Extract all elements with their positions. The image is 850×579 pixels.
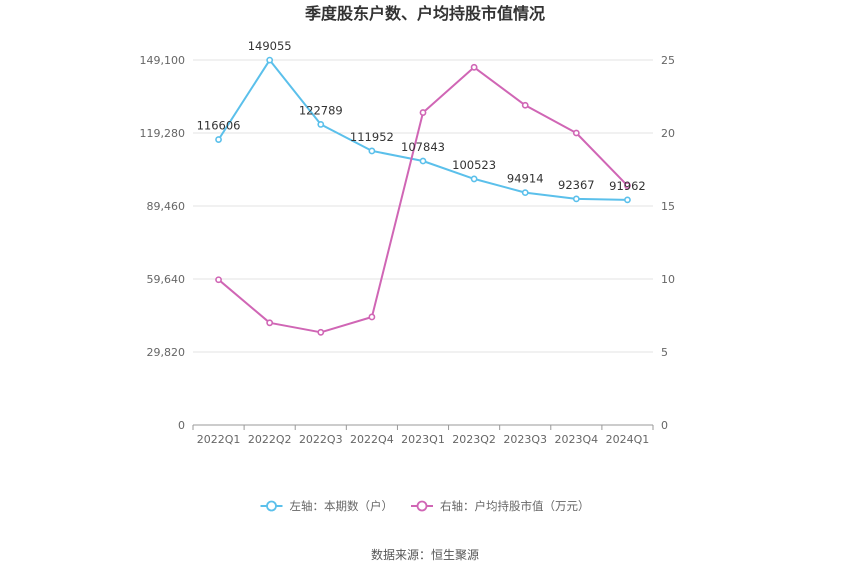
data-point[interactable] — [368, 147, 376, 155]
data-point[interactable] — [368, 313, 376, 321]
x-tick-label: 2023Q3 — [503, 433, 547, 446]
data-point[interactable] — [470, 175, 478, 183]
right-tick-label: 25 — [661, 54, 675, 67]
right-tick-label: 5 — [661, 346, 668, 359]
data-label: 122789 — [299, 103, 343, 117]
data-label: 92367 — [558, 178, 595, 192]
source-note: 数据来源：恒生聚源 — [371, 547, 479, 562]
data-point[interactable] — [317, 121, 325, 128]
legend-swatch-marker — [266, 500, 277, 512]
chart-title: 季度股东户数、户均持股市值情况 — [304, 4, 545, 23]
left-tick-label: 0 — [178, 419, 185, 432]
x-tick-label: 2024Q1 — [606, 433, 650, 446]
right-tick-label: 20 — [661, 127, 675, 140]
data-point[interactable] — [624, 182, 631, 189]
data-label: 149055 — [248, 39, 292, 53]
data-point[interactable] — [572, 195, 580, 203]
x-tick-label: 2023Q4 — [555, 433, 599, 446]
series-line-right — [217, 66, 629, 334]
legend-item[interactable]: 右轴：户均持股市值（万元） — [411, 499, 590, 513]
grid-lines — [193, 59, 653, 353]
x-tick-label: 2022Q1 — [197, 433, 241, 446]
x-tick-label: 2022Q4 — [350, 433, 394, 446]
data-point[interactable] — [419, 157, 427, 165]
data-label: 116606 — [197, 119, 241, 133]
left-tick-label: 89,460 — [147, 200, 186, 213]
left-tick-label: 119,280 — [140, 127, 186, 140]
right-tick-label: 0 — [661, 419, 668, 432]
data-label: 107843 — [401, 140, 445, 154]
right-tick-label: 10 — [661, 273, 675, 286]
left-tick-label: 29,820 — [147, 346, 186, 359]
data-point[interactable] — [317, 328, 325, 336]
data-point[interactable] — [266, 319, 274, 327]
x-tick-label: 2022Q2 — [248, 433, 292, 446]
axes: 0 29,820 59,640 89,460 119,280 149,100 0 5 10 15 2… — [140, 54, 676, 446]
series-layer — [215, 56, 631, 336]
data-point[interactable] — [470, 63, 478, 71]
x-tick-label: 2022Q3 — [299, 433, 343, 446]
x-tick-label: 2023Q2 — [452, 433, 496, 446]
x-tick-label: 2023Q1 — [401, 433, 445, 446]
legend-label: 左轴：本期数（户） — [290, 499, 394, 513]
data-point[interactable] — [521, 101, 529, 109]
data-point[interactable] — [266, 56, 274, 64]
data-label: 111952 — [350, 130, 394, 144]
legend[interactable]: 左轴：本期数（户） 右轴：户均持股市值（万元） — [260, 499, 590, 513]
data-point[interactable] — [215, 136, 222, 143]
legend-label: 右轴：户均持股市值（万元） — [440, 499, 590, 513]
data-label: 100523 — [452, 158, 496, 172]
data-label: 94914 — [507, 172, 544, 186]
data-point[interactable] — [624, 196, 631, 204]
data-point[interactable] — [419, 109, 427, 116]
legend-swatch-marker — [416, 500, 428, 512]
data-point[interactable] — [215, 276, 222, 284]
data-point[interactable] — [572, 129, 580, 137]
left-tick-label: 149,100 — [140, 54, 186, 67]
left-tick-label: 59,640 — [147, 273, 186, 286]
data-label: 91962 — [609, 179, 646, 193]
right-tick-label: 15 — [661, 200, 675, 213]
data-point[interactable] — [521, 189, 529, 197]
legend-item[interactable]: 左轴：本期数（户） — [260, 499, 394, 513]
data-labels: 116606 149055 122789 111952 107843 100523 9491… — [197, 39, 646, 193]
